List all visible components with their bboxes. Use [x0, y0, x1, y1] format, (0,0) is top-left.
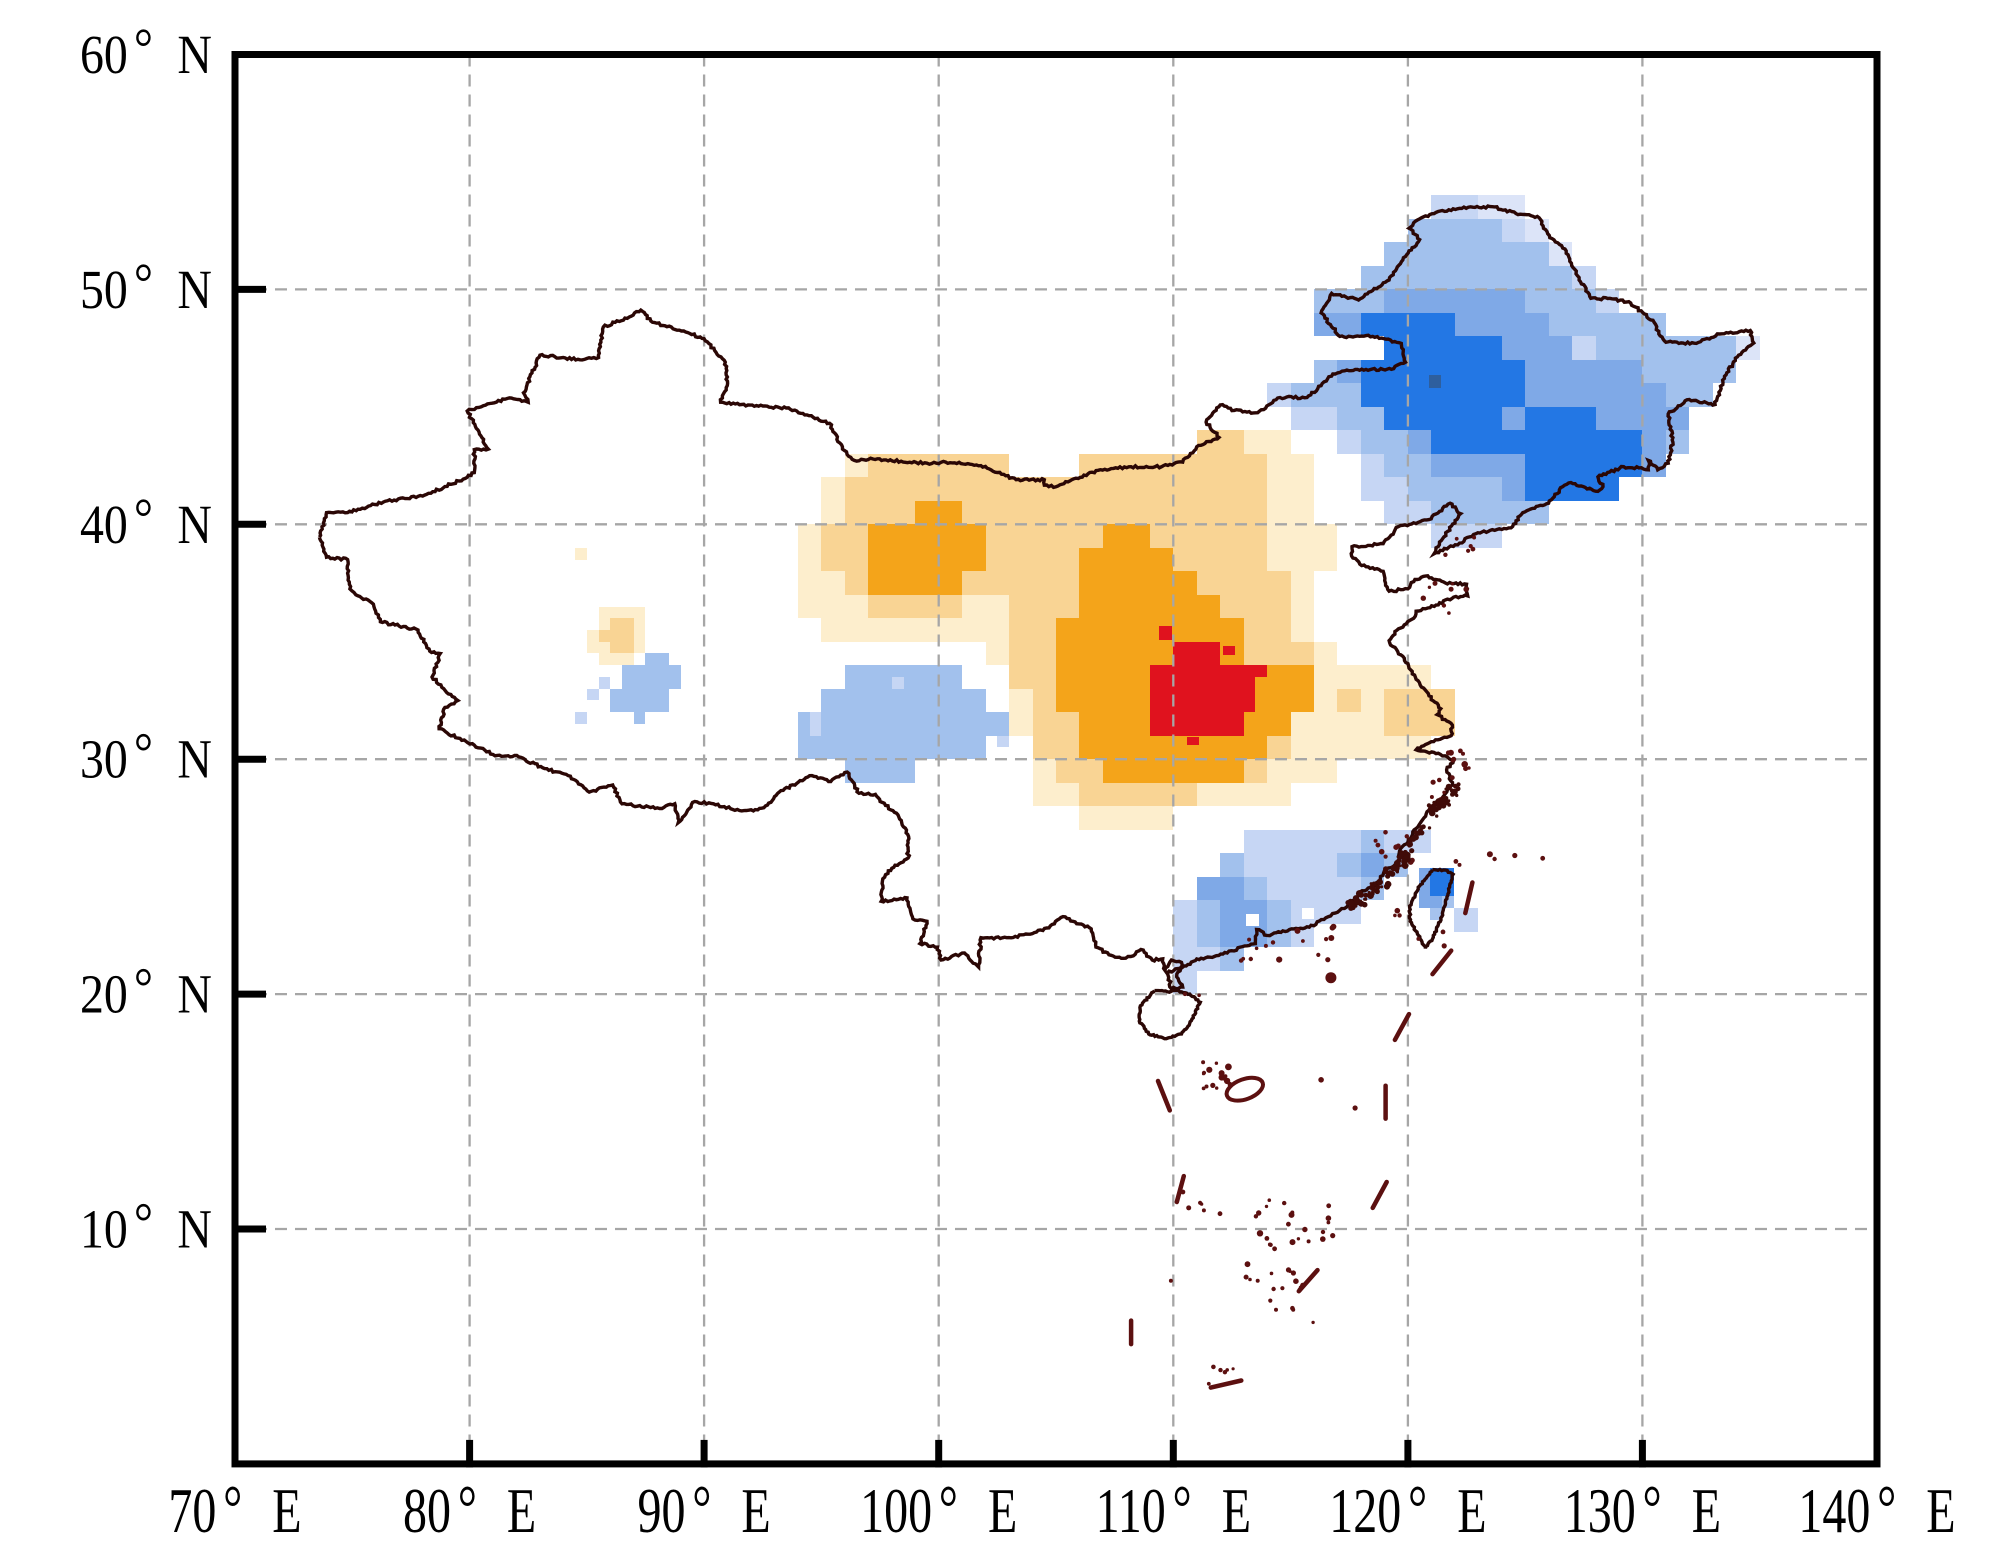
svg-text:110°E: 110 ° E	[1096, 1474, 1251, 1547]
svg-text:130°E: 130 ° E	[1564, 1474, 1721, 1547]
svg-text:60°N: 60 ° N	[80, 18, 212, 86]
svg-text:50°N: 50 ° N	[80, 253, 212, 321]
svg-text:120°E: 120 ° E	[1329, 1474, 1486, 1547]
svg-text:10°N: 10 ° N	[80, 1192, 212, 1260]
svg-text:80°E: 80 ° E	[403, 1474, 536, 1547]
svg-text:30°N: 30 ° N	[80, 723, 212, 791]
svg-text:40°N: 40 ° N	[80, 488, 212, 556]
svg-text:100°E: 100 ° E	[860, 1474, 1017, 1547]
svg-text:20°N: 20 ° N	[80, 958, 212, 1026]
svg-text:90°E: 90 ° E	[637, 1474, 770, 1547]
svg-text:70°E: 70 ° E	[168, 1474, 301, 1547]
svg-text:140°E: 140 ° E	[1798, 1474, 1955, 1547]
